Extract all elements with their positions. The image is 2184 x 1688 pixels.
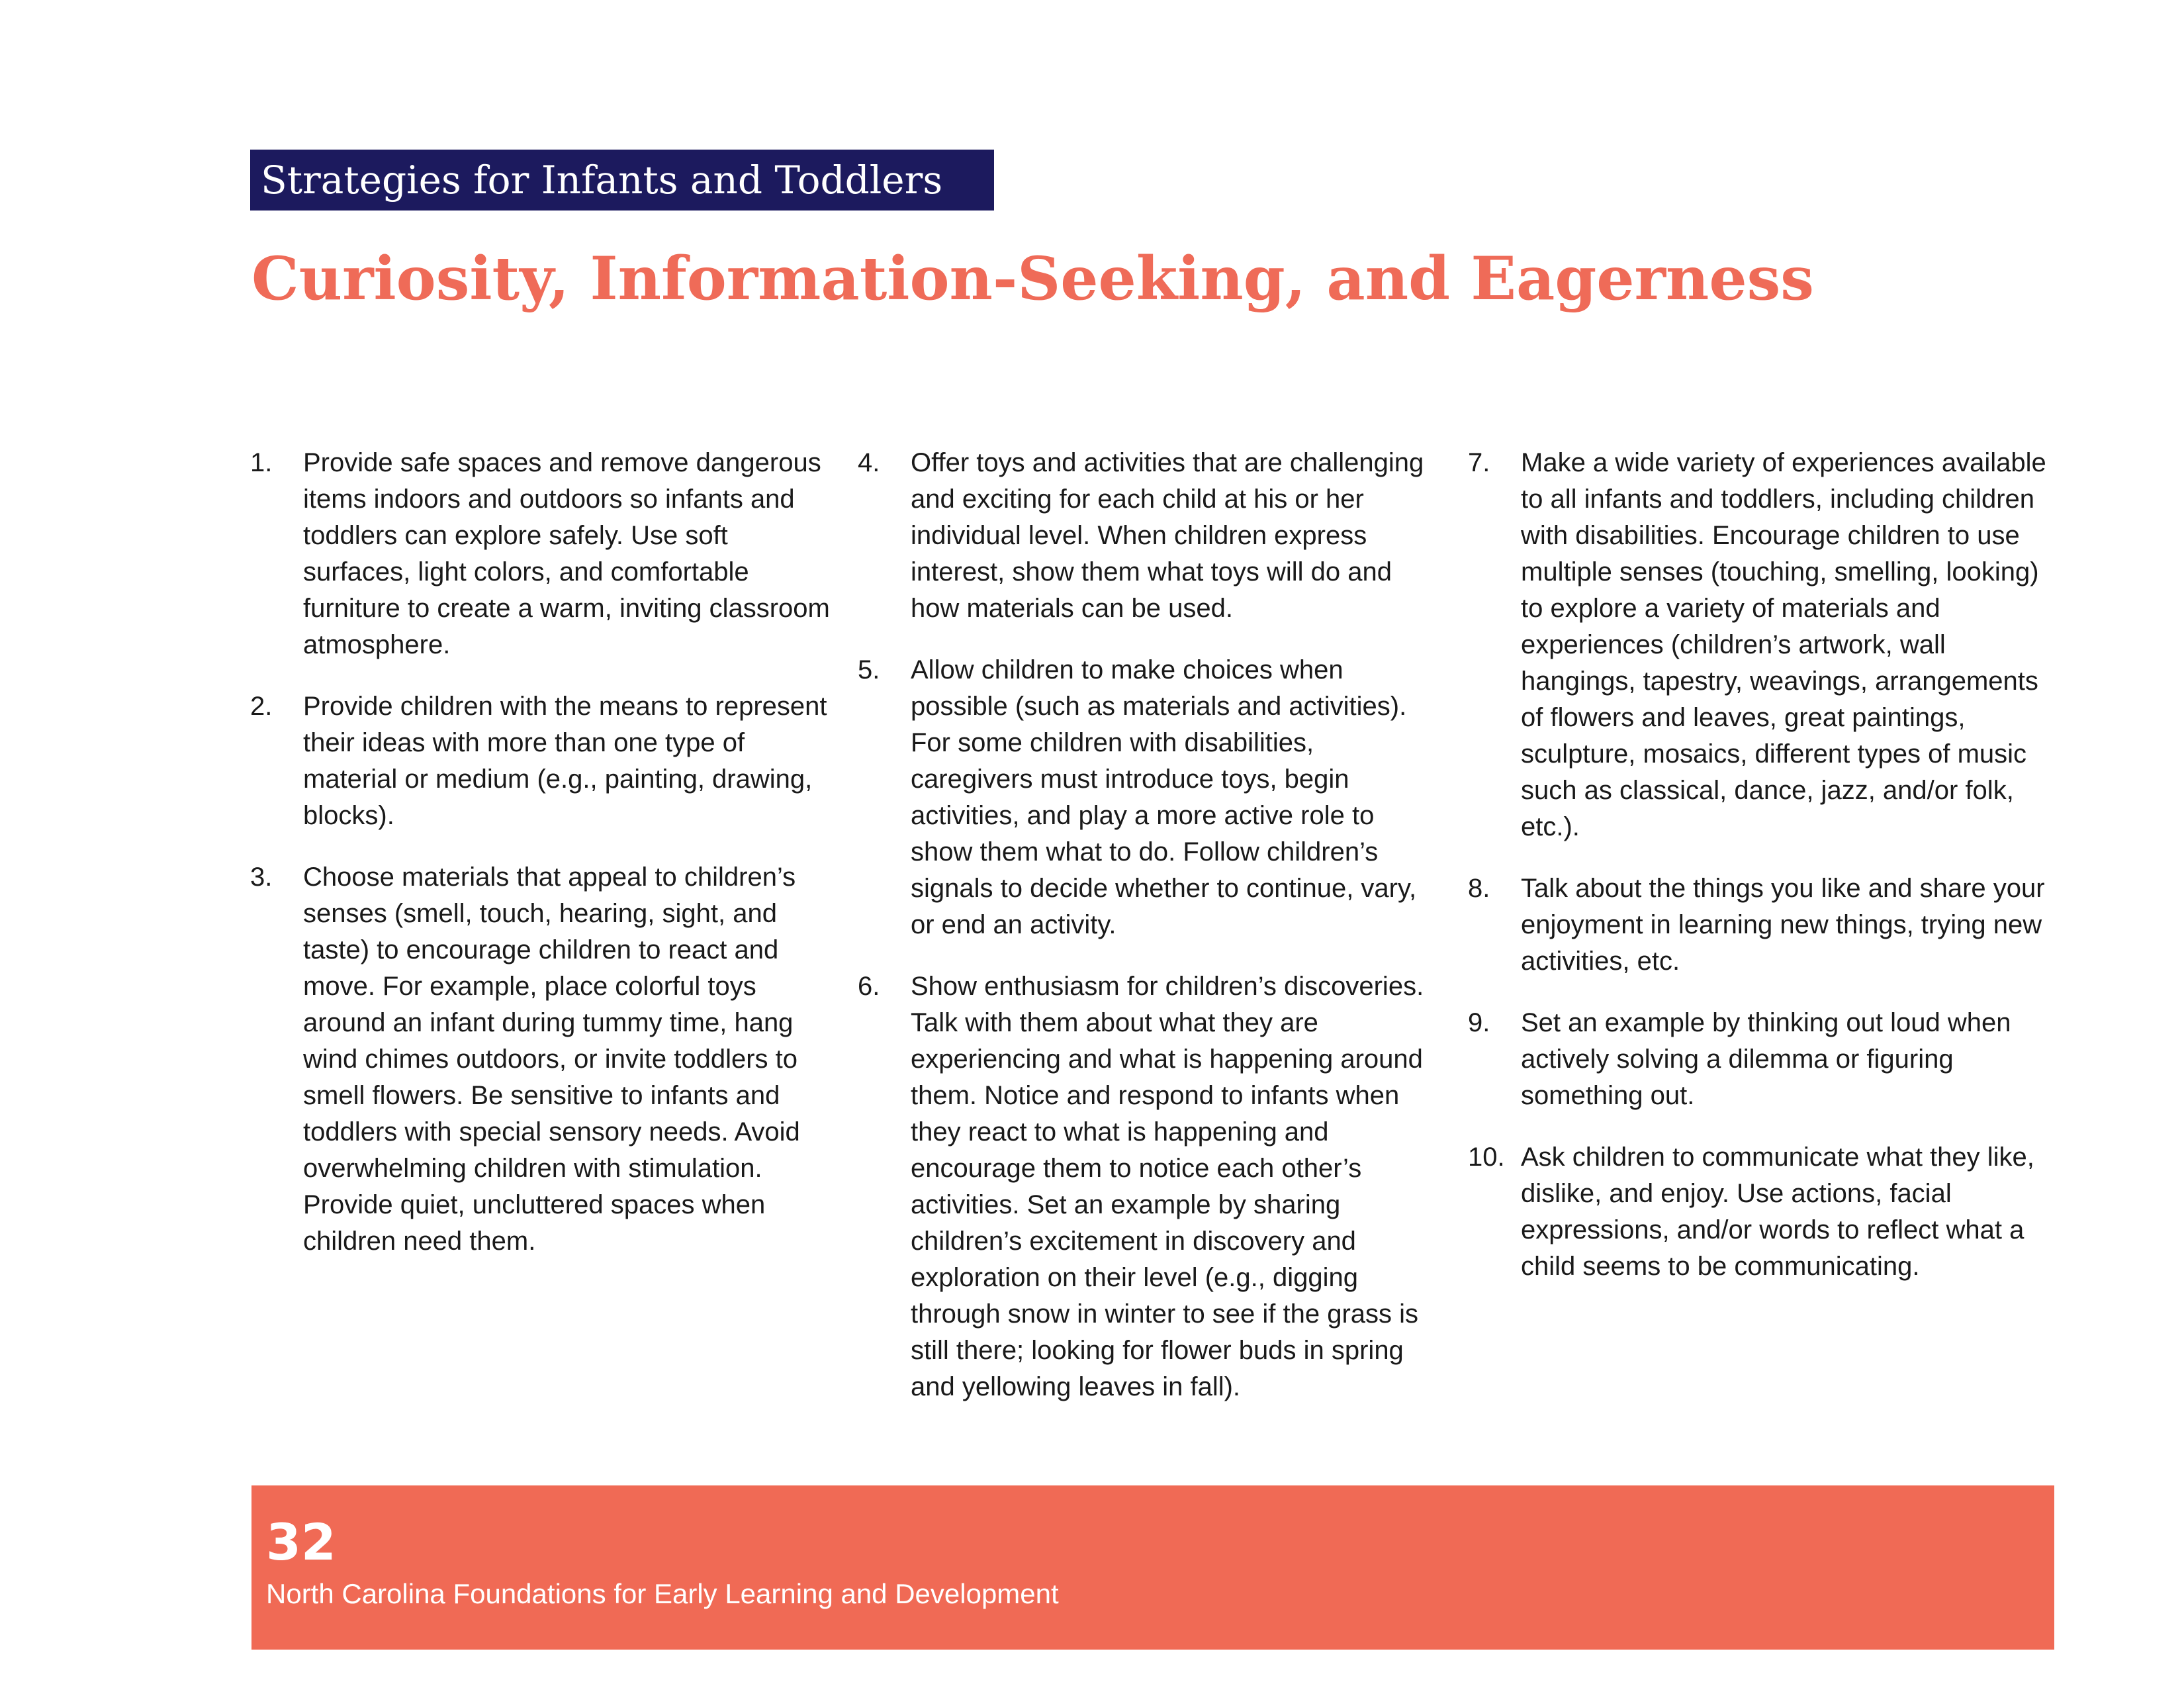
section-label: Strategies for Infants and Toddlers	[261, 158, 943, 203]
page-title: Curiosity, Information-Seeking, and Eage…	[251, 244, 1814, 314]
page-number: 32	[266, 1513, 336, 1571]
item-text: Choose materials that appeal to children…	[303, 863, 800, 1256]
item-text: Provide safe spaces and remove dangerous…	[303, 448, 830, 659]
item-number: 1.	[250, 448, 273, 477]
list-item: 9. Set an example by thinking out loud w…	[1468, 1005, 2050, 1114]
item-number: 6.	[858, 972, 880, 1001]
item-number: 10.	[1468, 1143, 1505, 1172]
strategy-columns: 1. Provide safe spaces and remove danger…	[250, 445, 2050, 1425]
item-number: 2.	[250, 692, 273, 721]
item-number: 4.	[858, 448, 880, 477]
item-number: 7.	[1468, 448, 1490, 477]
item-text: Ask children to communicate what they li…	[1521, 1143, 2034, 1281]
section-banner: Strategies for Infants and Toddlers	[250, 150, 994, 211]
list-item: 7. Make a wide variety of experiences av…	[1468, 445, 2050, 845]
item-number: 3.	[250, 863, 273, 892]
item-text: Offer toys and activities that are chall…	[911, 448, 1424, 623]
list-item: 10. Ask children to communicate what the…	[1468, 1139, 2050, 1285]
publication-title: North Carolina Foundations for Early Lea…	[266, 1578, 1059, 1609]
list-item: 8. Talk about the things you like and sh…	[1468, 870, 2050, 980]
item-text: Provide children with the means to repre…	[303, 692, 827, 830]
strategy-column-3: 7. Make a wide variety of experiences av…	[1468, 445, 2050, 1310]
strategy-column-1: 1. Provide safe spaces and remove danger…	[250, 445, 833, 1285]
item-text: Show enthusiasm for children’s discoveri…	[911, 972, 1424, 1401]
list-item: 1. Provide safe spaces and remove danger…	[250, 445, 833, 663]
item-number: 8.	[1468, 874, 1490, 903]
list-item: 5. Allow children to make choices when p…	[858, 652, 1440, 943]
strategy-column-2: 4. Offer toys and activities that are ch…	[858, 445, 1440, 1430]
item-text: Make a wide variety of experiences avail…	[1521, 448, 2046, 841]
list-item: 3. Choose materials that appeal to child…	[250, 859, 833, 1260]
item-number: 9.	[1468, 1008, 1490, 1037]
item-number: 5.	[858, 655, 880, 684]
list-item: 6. Show enthusiasm for children’s discov…	[858, 968, 1440, 1405]
item-text: Set an example by thinking out loud when…	[1521, 1008, 2011, 1110]
item-text: Allow children to make choices when poss…	[911, 655, 1417, 939]
list-item: 4. Offer toys and activities that are ch…	[858, 445, 1440, 627]
list-item: 2. Provide children with the means to re…	[250, 688, 833, 834]
footer-band: 32 North Carolina Foundations for Early …	[251, 1485, 2054, 1650]
item-text: Talk about the things you like and share…	[1521, 874, 2045, 976]
